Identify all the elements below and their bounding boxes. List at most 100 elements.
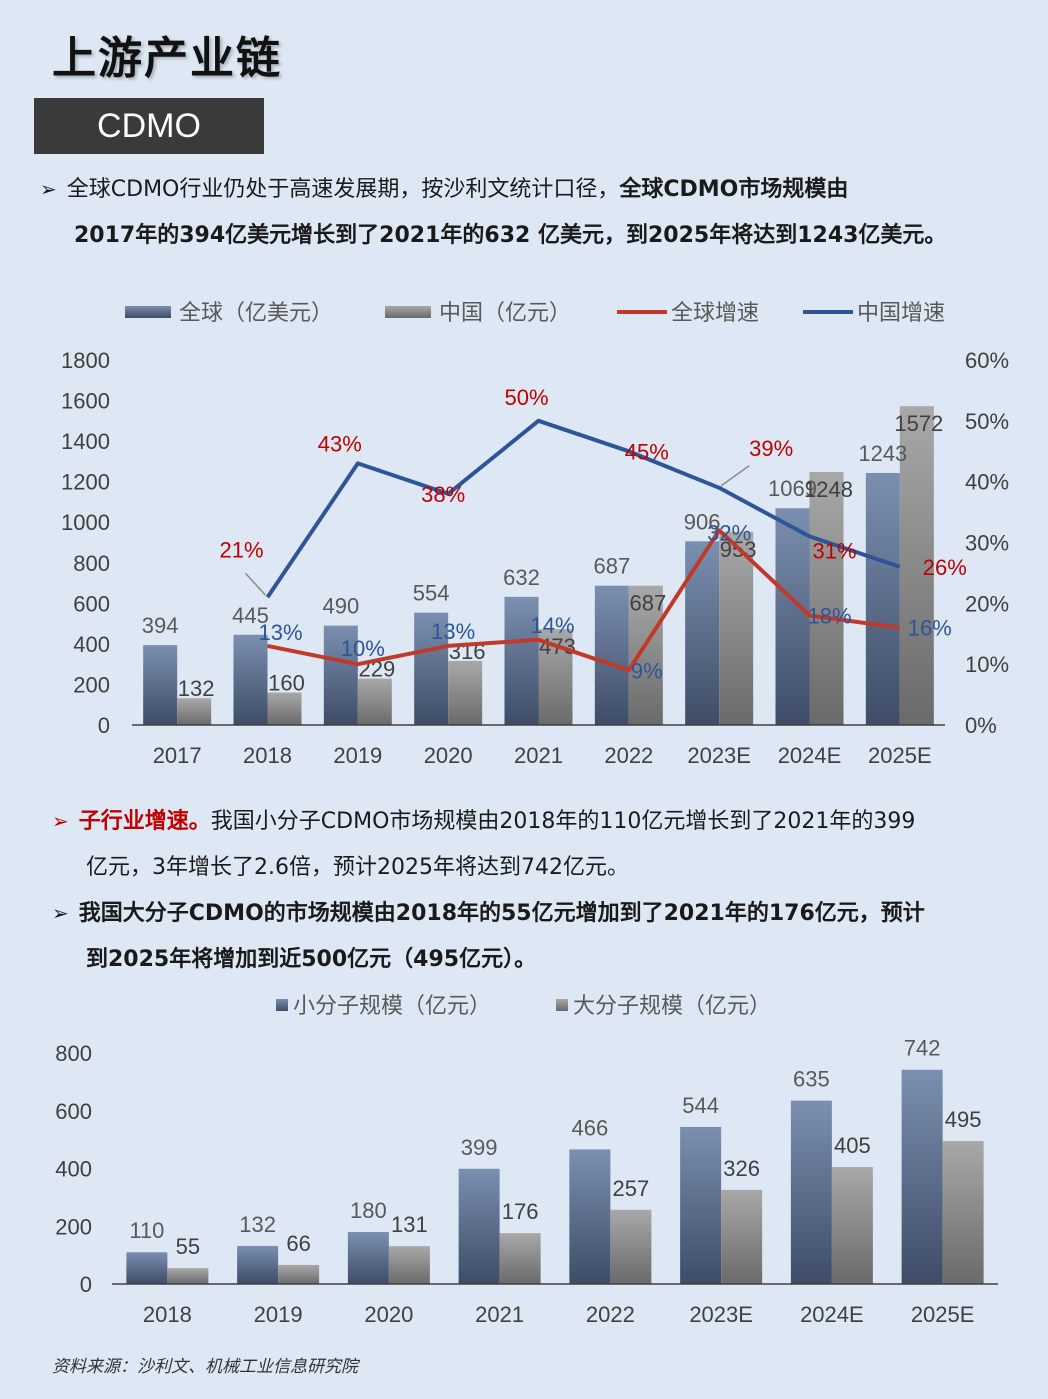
y2-tick-label: 10%: [965, 652, 1009, 677]
paragraph-global: ➢ 全球CDMO行业仍处于高速发展期，按沙利文统计口径，全球CDMO市场规模由 2…: [40, 166, 1040, 259]
x-tick-label: 2024E: [800, 1302, 864, 1327]
global-growth-label: 18%: [807, 604, 851, 629]
y-tick-label: 600: [55, 1099, 92, 1124]
x-tick-label: 2024E: [778, 743, 842, 768]
x-tick-label: 2022: [586, 1302, 635, 1327]
y-tick-label: 1600: [61, 389, 110, 414]
arrow-bullet-icon: ➢: [40, 177, 57, 201]
legend-label: 中国（亿元）: [439, 300, 571, 325]
x-tick-label: 2021: [475, 1302, 524, 1327]
y-tick-label: 1400: [61, 429, 110, 454]
china-growth-label: 38%: [421, 482, 465, 507]
y-tick-label: 800: [55, 1041, 92, 1066]
bar-china: [628, 585, 663, 725]
bar-china-label: 1248: [804, 477, 853, 502]
y2-tick-label: 60%: [965, 348, 1009, 373]
bar-global-label: 445: [232, 603, 269, 628]
bar-small-label: 544: [682, 1093, 719, 1118]
source-note: 资料来源：沙利文、机械工业信息研究院: [52, 1357, 358, 1377]
bar-large-label: 405: [834, 1133, 871, 1158]
p2-text-a: 我国小分子CDMO市场规模由2018年的110亿元增长到了2021年的399: [210, 809, 916, 834]
bar-china-label: 160: [268, 671, 305, 696]
bar-small-molecule: [680, 1126, 722, 1284]
bar-global: [594, 585, 629, 725]
p1-text-b: 全球CDMO市场规模由: [619, 177, 849, 202]
y2-tick-label: 50%: [965, 409, 1009, 434]
x-tick-label: 2020: [424, 743, 473, 768]
legend-label: 大分子规模（亿元）: [573, 993, 771, 1018]
bar-china-label: 132: [178, 676, 215, 701]
china-growth-label: 45%: [625, 439, 669, 464]
global-growth-label: 32%: [707, 520, 751, 545]
bar-large-label: 55: [176, 1234, 200, 1259]
x-tick-label: 2022: [604, 743, 653, 768]
x-tick-label: 2021: [514, 743, 563, 768]
bar-large-molecule: [278, 1264, 320, 1284]
bar-china: [357, 678, 392, 725]
bar-large-label: 495: [945, 1107, 982, 1132]
p1-text-a: 全球CDMO行业仍处于高速发展期，按沙利文统计口径，: [66, 177, 620, 202]
y2-tick-label: 0%: [965, 713, 997, 738]
bar-large-molecule: [610, 1209, 652, 1284]
bar-large-molecule: [942, 1141, 984, 1284]
bar-large-label: 257: [613, 1176, 650, 1201]
x-tick-label: 2018: [143, 1302, 192, 1327]
x-tick-label: 2018: [243, 743, 292, 768]
p1-text-c: 2017年的394亿美元增长到了2021年的632 亿美元，到2025年将达到1…: [74, 223, 947, 248]
x-tick-label: 2019: [254, 1302, 303, 1327]
bar-china-label: 1572: [894, 411, 943, 436]
p3-text-a: 我国大分子CDMO的市场规模由2018年的55亿元增加到了2021年的176亿元…: [78, 901, 925, 926]
bar-small-label: 180: [350, 1198, 387, 1223]
y-tick-label: 200: [55, 1214, 92, 1239]
bar-large-label: 326: [723, 1156, 760, 1181]
y-tick-label: 800: [73, 551, 110, 576]
leader-line: [244, 572, 267, 596]
bar-china: [809, 471, 844, 725]
bar-global: [504, 596, 539, 725]
legend-label: 全球（亿美元）: [179, 300, 333, 325]
bar-global-label: 906: [684, 509, 721, 534]
section-tag: CDMO: [34, 98, 264, 154]
paragraph-subindustry: ➢ 子行业增速。我国小分子CDMO市场规模由2018年的110亿元增长到了2021…: [52, 798, 1047, 891]
bar-global: [414, 612, 449, 725]
bar-small-label: 110: [129, 1218, 164, 1243]
bar-china: [719, 531, 754, 725]
y-tick-label: 200: [73, 672, 110, 697]
x-tick-label: 2019: [333, 743, 382, 768]
y-tick-label: 400: [73, 632, 110, 657]
legend-swatch: [125, 306, 171, 318]
bar-large-molecule: [721, 1189, 763, 1284]
x-tick-label: 2023E: [687, 743, 751, 768]
bar-china: [267, 692, 302, 725]
china-growth-label: 21%: [219, 537, 263, 562]
bar-small-molecule: [901, 1069, 943, 1284]
line-global-growth: [267, 528, 901, 673]
x-tick-label: 2023E: [689, 1302, 753, 1327]
bar-small-molecule: [458, 1168, 500, 1284]
bar-global-label: 687: [593, 554, 630, 579]
bar-china: [899, 406, 934, 725]
arrow-bullet-icon: ➢: [52, 901, 69, 925]
y-tick-label: 600: [73, 591, 110, 616]
bar-global: [323, 625, 358, 725]
legend-swatch: [276, 999, 288, 1011]
line-china-growth: [265, 418, 901, 599]
p2-lead: 子行业增速。: [78, 809, 211, 834]
legend-swatch: [385, 306, 431, 318]
bar-global: [775, 508, 810, 725]
global-growth-label: 13%: [431, 619, 475, 644]
legend-label: 全球增速: [671, 300, 759, 325]
global-china-cdmo-chart: 全球（亿美元） 中国（亿元） 全球增速 中国增速 0 200 400 600 800 1000 12…: [61, 300, 1009, 768]
bar-small-label: 466: [572, 1115, 609, 1140]
bar-global: [233, 634, 268, 725]
bar-global: [143, 645, 178, 725]
bar-small-label: 399: [461, 1135, 498, 1160]
bar-large-molecule: [388, 1246, 430, 1284]
x-tick-label: 2020: [364, 1302, 413, 1327]
china-growth-label: 50%: [504, 385, 548, 410]
bar-small-molecule: [126, 1252, 168, 1284]
bar-large-molecule: [831, 1167, 873, 1284]
bar-china-label: 687: [629, 591, 666, 616]
y-tick-label: 1000: [61, 510, 110, 535]
y-tick-label: 400: [55, 1157, 92, 1182]
